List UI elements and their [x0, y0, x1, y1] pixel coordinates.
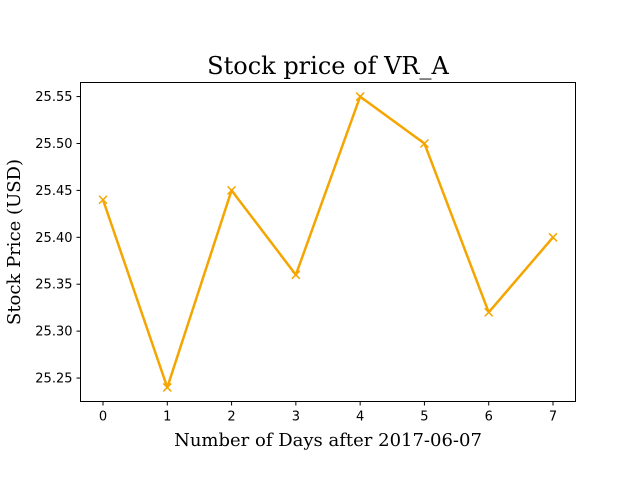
x-tick-label: 6 [485, 410, 493, 425]
data-point-marker [548, 232, 558, 242]
data-point-marker [355, 92, 365, 102]
data-point-marker [227, 185, 237, 195]
x-tick-label: 4 [356, 410, 364, 425]
series-group [98, 92, 558, 392]
x-tick-label: 0 [99, 410, 107, 425]
x-tick-label: 1 [163, 410, 171, 425]
y-tick-label: 25.55 [35, 90, 72, 105]
data-point-marker [98, 195, 108, 205]
y-tick-label: 25.40 [35, 231, 72, 246]
y-tick-label: 25.45 [35, 184, 72, 199]
y-axis-label: Stock Price (USD) [4, 159, 25, 325]
data-point-marker [162, 382, 172, 392]
chart-title: Stock price of VR_A [207, 52, 449, 80]
x-axis-label: Number of Days after 2017-06-07 [174, 430, 482, 451]
data-point-marker [291, 270, 301, 280]
plot-frame [80, 82, 576, 402]
data-point-marker [419, 138, 429, 149]
x-tick-label: 3 [292, 410, 300, 425]
x-tick-label: 7 [549, 410, 557, 425]
y-tick-label: 25.50 [35, 137, 72, 152]
series-line [101, 95, 554, 389]
y-tick-label: 25.35 [35, 278, 72, 293]
y-tick-label: 25.25 [35, 372, 72, 387]
data-point-marker [484, 307, 494, 317]
y-axis-ticks: 25.25 25.30 25.35 25.40 25.45 25.50 25.55 [35, 90, 81, 387]
x-tick-label: 2 [227, 410, 235, 425]
x-axis-ticks: 0 1 2 3 4 5 6 7 [99, 401, 557, 425]
y-tick-label: 25.30 [35, 325, 72, 340]
x-tick-label: 5 [420, 410, 428, 425]
